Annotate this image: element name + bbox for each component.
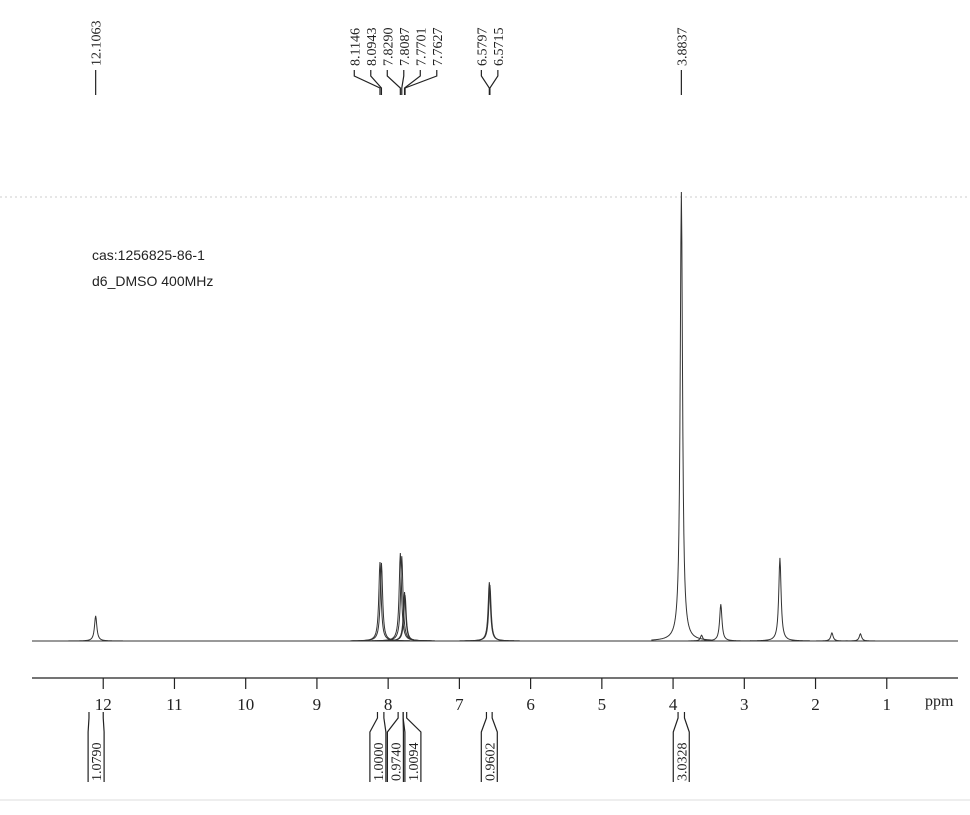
x-tick-label: 6 (526, 695, 535, 714)
integral-bracket (402, 712, 422, 782)
x-tick-label: 4 (669, 695, 678, 714)
x-tick-label: 2 (811, 695, 820, 714)
peak (671, 634, 732, 642)
peak-pick-label: 6.5715 (492, 28, 507, 67)
integral-bracket (87, 712, 105, 782)
peak-pick-label: 7.8290 (381, 28, 396, 67)
integral-bracket (672, 712, 690, 782)
x-tick-label: 10 (237, 695, 254, 714)
peak (690, 604, 751, 642)
peak-pick-connector (353, 70, 381, 95)
integral-label: 0.9740 (389, 743, 404, 782)
integral-label: 1.0000 (372, 743, 387, 782)
peak-pick-label: 8.1146 (348, 28, 363, 66)
peak-pick-label: 7.8087 (398, 28, 413, 67)
integral-bracket (480, 712, 498, 782)
integral-label: 1.0790 (90, 743, 105, 782)
x-tick-label: 5 (598, 695, 607, 714)
x-tick-label: 1 (883, 695, 892, 714)
annotation: d6_DMSO 400MHz (92, 273, 213, 289)
peak-pick-label: 3.8837 (675, 28, 690, 67)
peak (830, 632, 891, 642)
x-tick-label: 12 (95, 695, 112, 714)
x-tick-label: 3 (740, 695, 749, 714)
peak-pick-connector (404, 70, 438, 95)
peak-pick-connector (386, 70, 401, 95)
peak (749, 557, 810, 642)
peak (351, 562, 412, 642)
peak-pick-label: 12.1063 (90, 21, 105, 67)
integral-label: 1.0094 (407, 743, 422, 782)
peak-pick-label: 8.0943 (365, 28, 380, 67)
x-axis-label: ppm (925, 693, 954, 710)
x-tick-label: 11 (166, 695, 182, 714)
x-tick-label: 9 (313, 695, 322, 714)
annotation: cas:1256825-86-1 (92, 247, 205, 263)
peak (375, 595, 436, 642)
peak (65, 615, 126, 642)
peak (651, 191, 712, 641)
integral-label: 0.9602 (483, 743, 498, 782)
peak-pick-connector (489, 70, 499, 95)
peak (459, 584, 520, 642)
peak-pick-connector (401, 70, 405, 95)
integral-bracket (369, 712, 387, 782)
peak-pick-label: 6.5797 (475, 28, 490, 67)
x-tick-label: 7 (455, 695, 464, 714)
integral-label: 3.0328 (675, 743, 690, 782)
peak-pick-label: 7.7627 (431, 28, 446, 67)
x-tick-label: 8 (384, 695, 393, 714)
peak-pick-label: 7.7701 (414, 28, 429, 67)
peak-pick-connector (370, 70, 383, 95)
